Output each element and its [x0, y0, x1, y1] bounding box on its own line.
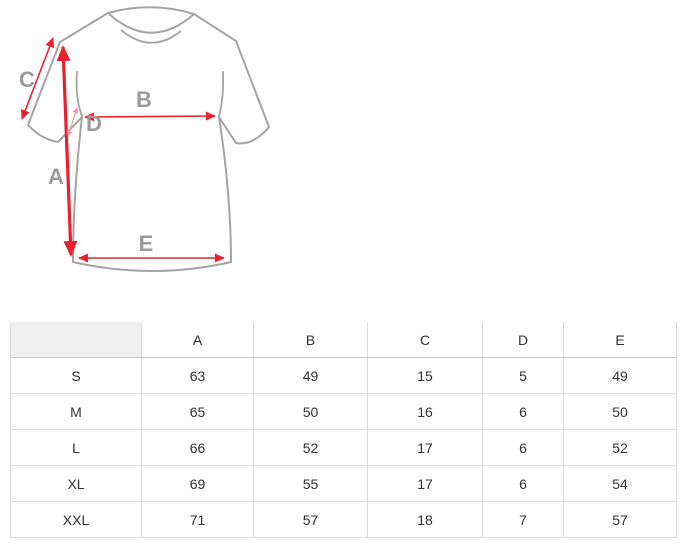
label-a: A	[48, 164, 64, 189]
value-cell: 5	[482, 357, 564, 394]
value-cell: 71	[141, 501, 254, 538]
value-cell: 57	[563, 501, 677, 538]
col-header-d: D	[482, 322, 564, 358]
value-cell: 17	[367, 465, 483, 502]
table-corner-cell	[10, 322, 142, 358]
label-e: E	[139, 231, 154, 256]
size-cell: M	[10, 393, 142, 430]
tshirt-measurement-diagram: C A B D E	[0, 0, 345, 312]
size-table: A B C D E S 63 49 15 5 49 M 65	[10, 322, 677, 538]
col-header-c: C	[367, 322, 483, 358]
size-cell: XL	[10, 465, 142, 502]
table-row-s: S 63 49 15 5 49	[10, 357, 677, 394]
size-cell: L	[10, 429, 142, 466]
value-cell: 63	[141, 357, 254, 394]
table-row-m: M 65 50 16 6 50	[10, 393, 677, 430]
tshirt-diagram-svg: C A B D E	[19, 6, 270, 272]
size-table-section: A B C D E S 63 49 15 5 49 M 65	[10, 322, 677, 538]
col-header-a: A	[141, 322, 254, 358]
value-cell: 65	[141, 393, 254, 430]
label-c: C	[19, 67, 35, 92]
value-cell: 69	[141, 465, 254, 502]
value-cell: 57	[253, 501, 368, 538]
value-cell: 16	[367, 393, 483, 430]
size-cell: XXL	[10, 501, 142, 538]
measurement-arrow-a	[56, 45, 78, 257]
tshirt-right-armhole-seam	[218, 70, 225, 117]
value-cell: 7	[482, 501, 564, 538]
value-cell: 50	[253, 393, 368, 430]
col-header-b: B	[253, 322, 368, 358]
value-cell: 6	[482, 465, 564, 502]
value-cell: 50	[563, 393, 677, 430]
value-cell: 55	[253, 465, 368, 502]
table-header-row: A B C D E	[10, 322, 677, 358]
measurement-arrow-d	[66, 107, 79, 137]
tshirt-neckline	[107, 12, 195, 34]
value-cell: 52	[563, 429, 677, 466]
value-cell: 54	[563, 465, 677, 502]
measurement-arrow-b	[84, 111, 216, 122]
value-cell: 66	[141, 429, 254, 466]
value-cell: 52	[253, 429, 368, 466]
tshirt-outline	[27, 6, 270, 272]
measurement-arrow-c	[21, 37, 54, 120]
size-cell: S	[10, 357, 142, 394]
label-b: B	[136, 87, 152, 112]
value-cell: 15	[367, 357, 483, 394]
value-cell: 17	[367, 429, 483, 466]
value-cell: 6	[482, 393, 564, 430]
col-header-e: E	[563, 322, 677, 358]
value-cell: 18	[367, 501, 483, 538]
table-row-xl: XL 69 55 17 6 54	[10, 465, 677, 502]
value-cell: 49	[253, 357, 368, 394]
table-row-l: L 66 52 17 6 52	[10, 429, 677, 466]
table-row-xxl: XXL 71 57 18 7 57	[10, 501, 677, 538]
value-cell: 6	[482, 429, 564, 466]
label-d: D	[86, 111, 102, 136]
value-cell: 49	[563, 357, 677, 394]
tshirt-collar-seam	[120, 29, 182, 44]
